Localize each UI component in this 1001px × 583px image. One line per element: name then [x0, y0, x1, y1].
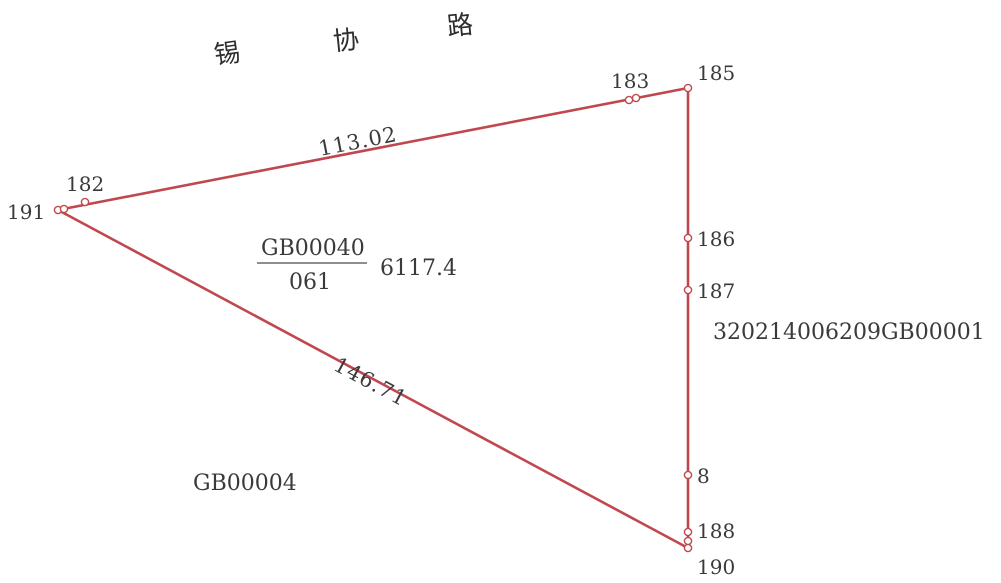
- vertex-190a: [683, 536, 693, 546]
- road-char-2: 协: [332, 25, 361, 58]
- neighbor-parcel-east: 320214006209GB00001: [713, 320, 985, 345]
- dimension-north-edge: 113.02: [316, 122, 399, 161]
- neighbor-parcel-southwest: GB00004: [193, 471, 297, 496]
- vertex-185: [683, 83, 693, 93]
- vertex-182: [80, 197, 90, 207]
- vertex-183b: [631, 93, 641, 103]
- boundary-north: [57, 86, 689, 212]
- boundary-southwest: [57, 208, 689, 550]
- point-label-8: 8: [697, 464, 710, 488]
- road-char-1: 锡: [212, 38, 242, 71]
- road-char-3: 路: [446, 10, 475, 43]
- parcel-area: 6117.4: [380, 256, 457, 281]
- point-labels: 183 185 182 191 186 187 8 188 190: [7, 61, 735, 579]
- point-label-186: 186: [697, 227, 735, 251]
- parcel-boundary: [57, 86, 690, 550]
- point-label-182: 182: [66, 172, 104, 196]
- point-label-185: 185: [697, 61, 735, 85]
- vertex-187: [683, 285, 693, 295]
- point-label-191: 191: [7, 200, 45, 224]
- vertex-190b: [683, 543, 693, 553]
- road-name: 锡 协 路: [212, 10, 474, 71]
- point-label-183: 183: [611, 69, 649, 93]
- vertex-188: [683, 527, 693, 537]
- vertex-191b: [59, 204, 69, 214]
- parcel-number: 061: [289, 270, 331, 295]
- point-label-187: 187: [697, 279, 735, 303]
- vertex-183a: [624, 95, 634, 105]
- vertex-8: [683, 470, 693, 480]
- parcel-info: GB00040 061 6117.4: [257, 236, 457, 295]
- boundary-vertices: [53, 83, 693, 553]
- point-label-188: 188: [697, 519, 735, 543]
- vertex-186: [683, 233, 693, 243]
- dimension-southwest-edge: 146.71: [330, 352, 411, 411]
- point-label-190: 190: [697, 555, 735, 579]
- neighbor-parcels: 320214006209GB00001 GB00004: [193, 320, 985, 496]
- parcel-code: GB00040: [261, 236, 365, 261]
